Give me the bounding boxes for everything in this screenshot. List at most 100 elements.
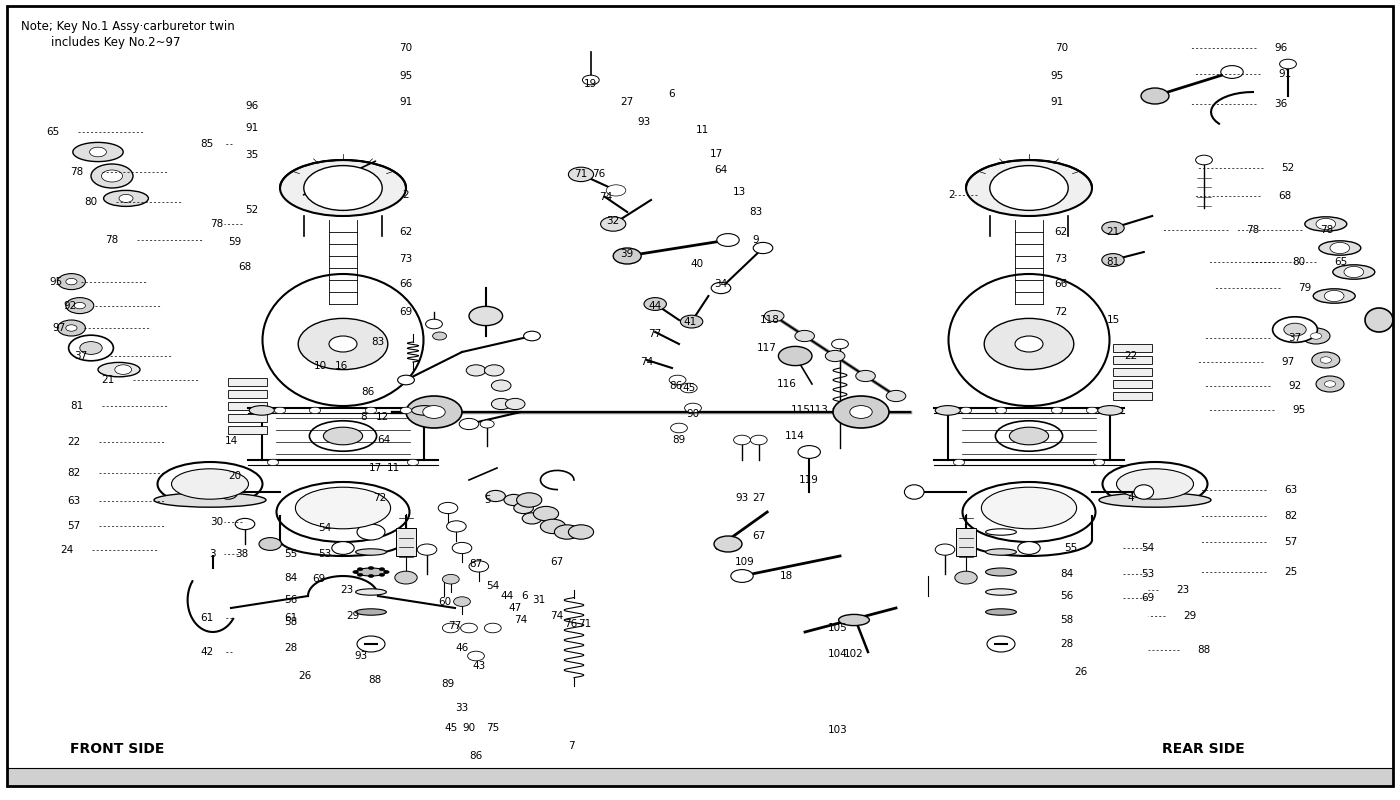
Text: 78: 78 [210, 219, 224, 229]
Text: 58: 58 [1060, 615, 1074, 625]
Circle shape [1015, 336, 1043, 352]
Circle shape [1273, 317, 1317, 342]
Ellipse shape [356, 568, 386, 576]
Text: 15: 15 [1106, 315, 1120, 325]
Circle shape [568, 167, 594, 182]
Circle shape [400, 407, 412, 414]
Circle shape [833, 396, 889, 428]
Circle shape [491, 398, 511, 410]
Circle shape [461, 623, 477, 633]
Circle shape [778, 346, 812, 366]
Text: 69: 69 [312, 574, 326, 584]
Circle shape [447, 521, 466, 532]
Text: 91: 91 [1050, 98, 1064, 107]
Text: 8: 8 [361, 412, 367, 422]
Text: 63: 63 [67, 496, 81, 506]
Circle shape [259, 538, 281, 550]
Circle shape [1102, 254, 1124, 266]
Text: 93: 93 [637, 117, 651, 126]
Circle shape [438, 502, 458, 514]
Text: 86: 86 [669, 381, 683, 390]
Text: 93: 93 [735, 493, 749, 502]
Ellipse shape [277, 482, 409, 542]
Circle shape [522, 513, 542, 524]
Ellipse shape [356, 549, 386, 555]
Text: 26: 26 [1074, 667, 1088, 677]
Ellipse shape [949, 274, 1109, 406]
Text: 84: 84 [284, 573, 298, 582]
Circle shape [491, 380, 511, 391]
Circle shape [74, 302, 85, 309]
Text: 52: 52 [245, 205, 259, 214]
Circle shape [452, 542, 472, 554]
Ellipse shape [218, 485, 238, 499]
Text: 80: 80 [1292, 258, 1306, 267]
Text: 29: 29 [1183, 611, 1197, 621]
Circle shape [613, 248, 641, 264]
Ellipse shape [935, 406, 960, 415]
Text: 87: 87 [469, 559, 483, 569]
Text: 74: 74 [599, 192, 613, 202]
Circle shape [384, 570, 389, 574]
Text: 73: 73 [399, 254, 413, 264]
Circle shape [990, 166, 1068, 210]
Text: 88: 88 [1197, 645, 1211, 654]
Text: 13: 13 [732, 187, 746, 197]
Circle shape [798, 446, 820, 458]
Circle shape [480, 420, 494, 428]
Text: 5: 5 [484, 495, 490, 505]
Circle shape [514, 502, 533, 514]
Ellipse shape [1009, 427, 1049, 445]
Circle shape [115, 365, 132, 374]
Text: 54: 54 [1141, 543, 1155, 553]
Circle shape [533, 506, 559, 521]
Text: 70: 70 [399, 43, 413, 53]
Circle shape [484, 365, 504, 376]
Circle shape [466, 365, 486, 376]
Text: 113: 113 [809, 405, 829, 414]
Text: 74: 74 [550, 611, 564, 621]
Circle shape [304, 166, 382, 210]
Text: 67: 67 [752, 531, 766, 541]
Text: 104: 104 [827, 650, 847, 659]
Text: 39: 39 [620, 250, 634, 259]
Circle shape [554, 525, 580, 539]
Text: 4: 4 [1128, 493, 1134, 502]
Text: 43: 43 [472, 661, 486, 670]
Text: 86: 86 [361, 387, 375, 397]
Text: 63: 63 [1284, 485, 1298, 494]
Ellipse shape [986, 589, 1016, 595]
Circle shape [332, 542, 354, 554]
Text: 32: 32 [606, 216, 620, 226]
Bar [7, 768, 1393, 786]
Circle shape [1051, 407, 1063, 414]
Text: 76: 76 [564, 619, 578, 629]
Text: 102: 102 [844, 650, 864, 659]
Text: 96: 96 [245, 101, 259, 110]
Circle shape [750, 435, 767, 445]
Text: 79: 79 [1298, 283, 1312, 293]
Circle shape [606, 185, 626, 196]
Circle shape [426, 319, 442, 329]
Circle shape [524, 331, 540, 341]
Ellipse shape [249, 406, 274, 415]
Circle shape [832, 339, 848, 349]
Circle shape [101, 170, 123, 182]
Ellipse shape [356, 589, 386, 595]
Text: 75: 75 [486, 723, 500, 733]
Text: 23: 23 [340, 586, 354, 595]
Ellipse shape [356, 609, 386, 615]
Text: 11: 11 [696, 125, 710, 134]
Text: 68: 68 [238, 262, 252, 272]
Circle shape [442, 623, 459, 633]
Text: 35: 35 [245, 150, 259, 160]
Text: 17: 17 [368, 463, 382, 473]
Text: 78: 78 [1320, 226, 1334, 235]
Circle shape [365, 407, 377, 414]
Text: 69: 69 [399, 307, 413, 317]
Text: 17: 17 [710, 149, 724, 158]
Text: 53: 53 [318, 549, 332, 558]
Circle shape [1324, 290, 1344, 302]
Text: 45: 45 [682, 383, 696, 393]
Text: 95: 95 [1050, 71, 1064, 81]
